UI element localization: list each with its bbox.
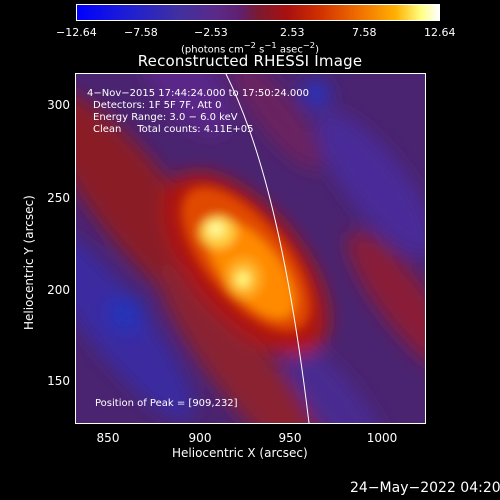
colorbar-tick: 2.53: [280, 26, 305, 39]
x-tick: 850: [96, 431, 120, 445]
x-axis-label: Heliocentric X (arcsec): [172, 446, 308, 460]
colorbar-tick: 12.64: [424, 26, 456, 39]
y-tick: 250: [47, 191, 70, 205]
generation-timestamp: 24−May−2022 04:20: [350, 480, 500, 496]
y-tick: 300: [47, 98, 70, 112]
colorbar-units: (photons cm−2 s−1 asec−2): [180, 40, 320, 56]
peak-position-label: Position of Peak = [909,232]: [95, 398, 238, 409]
colorbar-tick: −2.53: [194, 26, 228, 39]
rhessi-image: 4−Nov−2015 17:44:24.000 to 17:50:24.000 …: [75, 73, 426, 424]
x-tick: 950: [278, 431, 302, 445]
x-tick: 1000: [366, 431, 398, 445]
detectors-label: Detectors: 1F 5F 7F, Att 0: [93, 100, 222, 111]
clean-counts-label: Clean Total counts: 4.11E+05: [93, 124, 254, 135]
y-tick: 150: [47, 374, 70, 388]
y-tick: 200: [47, 283, 70, 297]
time-range-label: 4−Nov−2015 17:44:24.000 to 17:50:24.000: [87, 88, 310, 99]
colorbar-tick: 7.58: [352, 26, 377, 39]
plot-title: Reconstructed RHESSI Image: [137, 52, 363, 70]
x-tick: 900: [188, 431, 212, 445]
y-axis-label: Heliocentric Y (arcsec): [22, 195, 36, 330]
energy-range-label: Energy Range: 3.0 − 6.0 keV: [93, 112, 238, 123]
colorbar-tick: −12.64: [56, 26, 97, 39]
colorbar: [76, 4, 440, 21]
colorbar-tick: −7.58: [124, 26, 158, 39]
